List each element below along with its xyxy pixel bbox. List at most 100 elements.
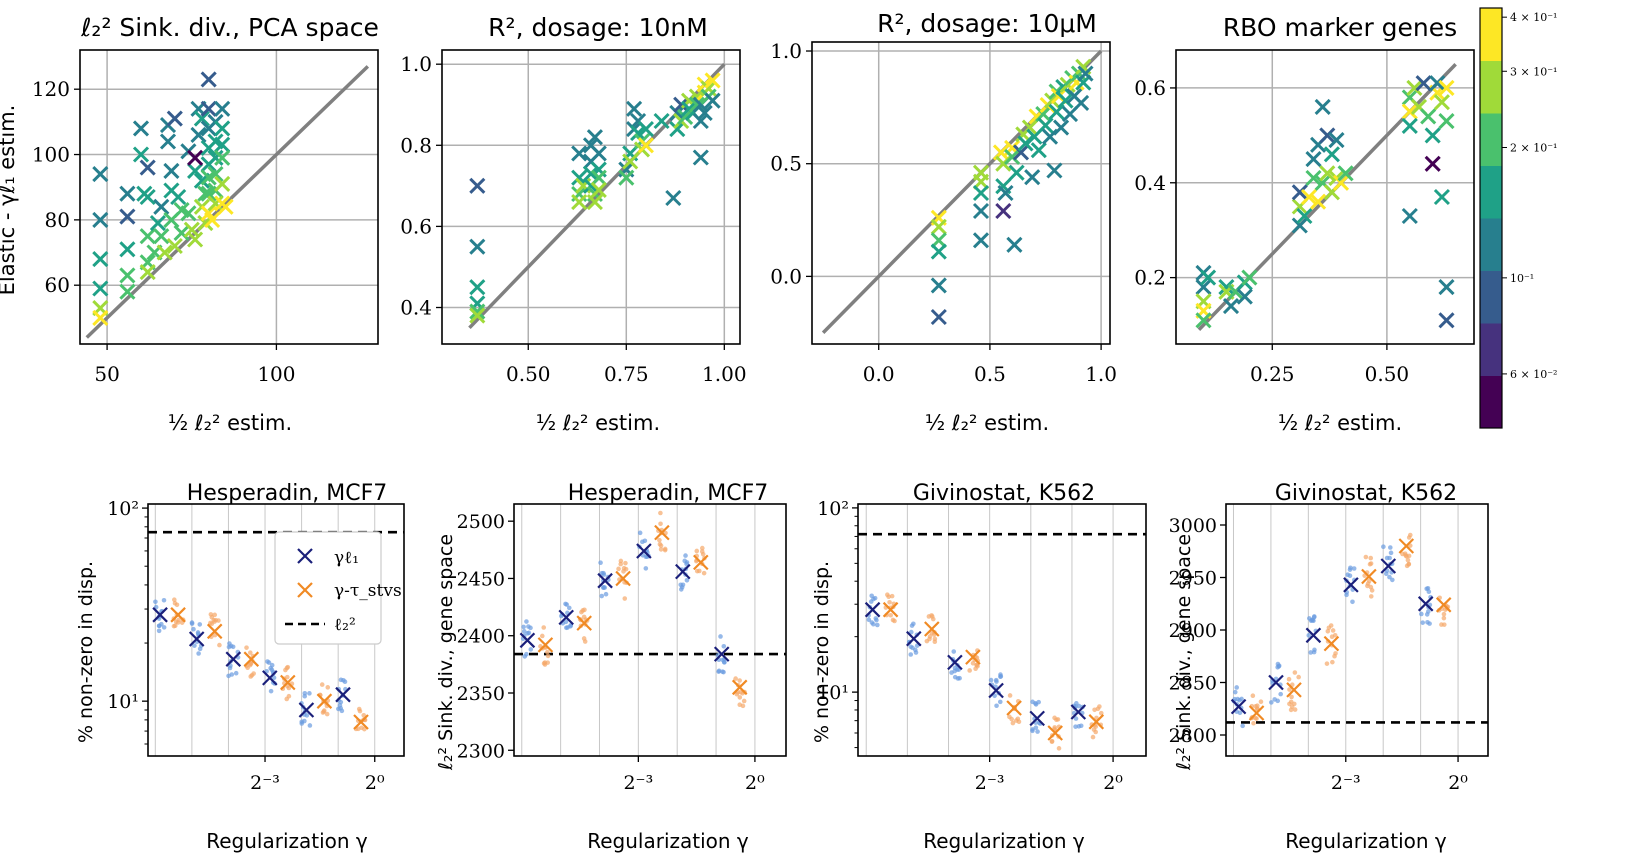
colorbar-segment (1480, 375, 1502, 429)
run-dot-l1 (908, 652, 914, 657)
scatter-point-stroke-b (180, 205, 197, 222)
scatter-point (704, 72, 721, 89)
colorbar-tick-label: 3 × 10⁻¹ (1510, 65, 1557, 78)
mean-marker-l1 (597, 572, 613, 589)
panel-givi-sink: Givinostat, K562 2800 2850 2900 2950 3000 2⁻³… (1169, 481, 1489, 853)
scatter-point (1438, 79, 1455, 96)
run-dot-l1 (1275, 698, 1281, 704)
scatter-point (132, 146, 150, 163)
run-dot-l1 (1278, 691, 1283, 697)
mean-marker-l1 (262, 670, 278, 686)
scatter-point-stroke-b (92, 309, 109, 326)
mean-marker-l1 (675, 563, 691, 580)
scatter-point-stroke-b (1310, 193, 1327, 210)
mean-marker-l1-stroke-b (188, 631, 205, 647)
mean-marker-l1-stroke-b (675, 563, 691, 580)
run-dot-stvs (1368, 555, 1374, 561)
scatter-point-stroke-b (1195, 279, 1212, 296)
scatter-point (163, 162, 180, 179)
scatter-point-stroke-b (1337, 165, 1354, 182)
scatter-point (590, 145, 607, 162)
scatter-point-stroke-b (1012, 144, 1030, 161)
legend-label-l1: γℓ₁ (334, 548, 359, 568)
scatter-point (1200, 269, 1217, 286)
run-dot-l1 (1381, 544, 1386, 550)
run-dot-l1 (875, 622, 880, 628)
run-dot-stvs (1406, 562, 1411, 567)
run-dot-l1 (521, 629, 527, 634)
scatter-point-stroke-b (692, 149, 709, 166)
mean-marker-l1-stroke-b (713, 646, 730, 662)
scatter-point-stroke-b (1075, 58, 1092, 75)
run-dot-l1 (226, 673, 231, 679)
plot-frame (441, 49, 741, 345)
run-dot-stvs (208, 620, 213, 626)
mean-marker-stvs-stroke-b (206, 623, 223, 640)
scatter-point-stroke-b (204, 211, 221, 228)
scatter-point-stroke-b (1008, 164, 1025, 181)
mean-marker-l1-stroke-b (597, 572, 613, 589)
mean-marker-l1-stroke-b (298, 702, 315, 718)
run-dot-stvs (1441, 611, 1447, 617)
mean-marker-l1 (988, 682, 1004, 699)
y-tick-label: 0.5 (770, 152, 802, 176)
run-dot-l1 (1030, 728, 1035, 734)
panel-givi-sink-title: Givinostat, K562 (1275, 481, 1457, 506)
run-dot-l1 (683, 553, 688, 558)
scatter-point-stroke-b (582, 165, 600, 182)
run-dot-stvs (1292, 707, 1298, 712)
mean-marker-stvs (537, 637, 554, 653)
scatter-point (214, 120, 231, 137)
scatter-point-stroke-b (1200, 269, 1217, 286)
run-dot-l1 (566, 605, 572, 611)
scatter-point (173, 224, 190, 241)
run-dot-stvs (1052, 715, 1057, 721)
run-dot-stvs (1010, 720, 1016, 726)
run-dot-stvs (1324, 661, 1330, 666)
scatter-point-stroke-b (1305, 151, 1322, 168)
scatter-point-stroke-b (972, 184, 990, 202)
run-dot-stvs (1052, 725, 1057, 730)
scatter-point-stroke-b (1323, 146, 1340, 163)
scatter-point-stroke-b (1195, 312, 1212, 329)
run-dot-l1 (998, 674, 1004, 679)
run-dot-stvs (1254, 716, 1259, 721)
mean-marker-l1 (1230, 698, 1247, 715)
run-dot-l1 (1347, 567, 1353, 572)
run-dot-l1 (866, 617, 872, 623)
mean-marker-stvs-stroke-b (615, 570, 631, 587)
x-tick-label: 2⁻³ (623, 772, 653, 794)
scatter-point-stroke-b (166, 110, 183, 127)
scatter-point (153, 228, 170, 245)
scatter-point-stroke-b (1291, 184, 1308, 201)
mean-marker-stvs-stroke-b (243, 651, 260, 667)
y-tick-label: 80 (45, 208, 70, 232)
run-dot-l1 (197, 622, 203, 627)
scatter-point-stroke-b (930, 277, 947, 294)
run-dot-l1 (156, 628, 162, 634)
scatter-point-stroke-b (469, 238, 486, 255)
y-tick-label: 60 (45, 273, 70, 297)
scatter-point (1017, 135, 1034, 152)
scatter-point (170, 188, 187, 206)
run-dot-l1 (872, 595, 878, 601)
y-tick-label: 0.2 (1134, 266, 1166, 290)
mean-marker-l1 (636, 543, 652, 559)
run-dot-stvs (886, 594, 891, 600)
panel-givi-nonzero-title: Givinostat, K562 (913, 481, 1095, 506)
scatter-point-stroke-b (1314, 98, 1331, 115)
mean-marker-l1-stroke-b (519, 632, 536, 649)
scatter-point-stroke-b (132, 146, 150, 163)
scatter-point-stroke-b (1401, 207, 1418, 225)
run-dot-l1 (1033, 725, 1039, 730)
scatter-point (586, 129, 603, 146)
scatter-point (1305, 151, 1322, 168)
scatter-point-stroke-b (207, 149, 224, 166)
x-tick-label: 0.75 (604, 362, 649, 386)
run-dot-stvs (967, 668, 972, 673)
scatter-point (119, 208, 136, 225)
run-dot-stvs (283, 667, 288, 673)
run-dot-l1 (1351, 566, 1357, 571)
mean-marker-l1 (152, 607, 168, 623)
run-dot-stvs (622, 596, 628, 601)
